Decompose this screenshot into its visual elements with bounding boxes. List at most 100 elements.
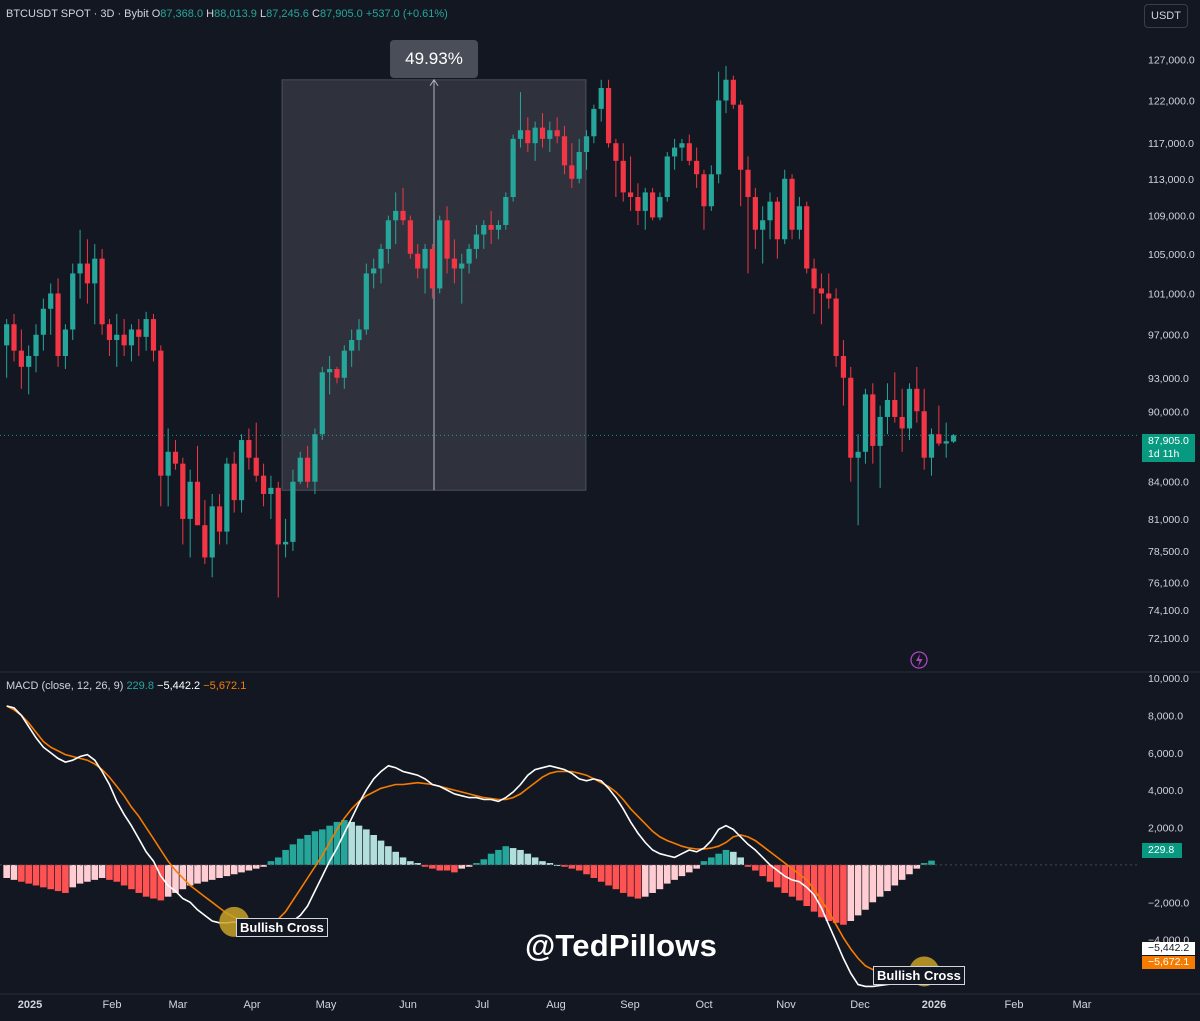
histogram-bar <box>634 864 642 899</box>
candle-body <box>811 268 817 289</box>
candle-body <box>4 324 10 346</box>
candle-body <box>583 136 590 153</box>
candle-body <box>686 143 692 161</box>
histogram-bar <box>524 853 532 865</box>
price-tick-label: 97,000.0 <box>1148 330 1189 342</box>
histogram-bar <box>91 864 99 880</box>
last-price-value: 87,905.0 <box>1148 435 1189 447</box>
signal-line <box>6 705 939 974</box>
histogram-bar <box>194 864 201 884</box>
histogram-bar <box>429 864 436 869</box>
macd-indicator-label: MACD (close, 12, 26, 9) <box>6 680 124 692</box>
symbol-header: BTCUSDT SPOT · 3D · Bybit O87,368.0 H88,… <box>6 8 448 20</box>
candle-body <box>393 210 399 221</box>
time-axis-label: Jul <box>475 999 489 1011</box>
candle-body <box>407 220 413 254</box>
histogram-bar <box>561 864 568 867</box>
candle-body <box>40 308 46 335</box>
candle-body <box>150 319 157 351</box>
price-tick-label: 74,100.0 <box>1148 605 1189 617</box>
macd-line <box>6 705 939 988</box>
candle-body <box>62 329 68 357</box>
histogram-bar <box>333 821 341 865</box>
histogram-bar <box>509 848 517 865</box>
low-value: 87,245.6 <box>266 8 309 20</box>
histogram-bar <box>311 831 319 865</box>
candle-body <box>679 143 685 148</box>
time-axis[interactable]: 2025 Feb Mar Apr May Jun Jul Aug Sep Oct Nov Dec 202… <box>18 999 1092 1011</box>
histogram-bar <box>3 864 10 878</box>
currency-button[interactable]: USDT <box>1144 4 1188 28</box>
histogram-bar <box>876 864 884 897</box>
candle-body <box>642 192 648 211</box>
macd-legend[interactable]: MACD (close, 12, 26, 9) 229.8 −5,442.2 −… <box>6 680 246 692</box>
histogram-bar <box>318 829 326 865</box>
histogram-bar <box>884 864 891 892</box>
candle-body <box>716 100 722 175</box>
symbol-title[interactable]: BTCUSDT SPOT · 3D · Bybit <box>6 8 149 20</box>
price-tick-label: 90,000.0 <box>1148 406 1189 418</box>
macd-tick-label: 8,000.0 <box>1148 710 1183 722</box>
candle-body <box>216 506 223 532</box>
candle-body <box>694 160 700 175</box>
histogram-bar <box>172 864 179 893</box>
candle-body <box>341 350 347 378</box>
candle-body <box>892 399 898 417</box>
candle-body <box>870 394 876 446</box>
price-tick-label: 127,000.0 <box>1148 54 1195 66</box>
price-tick-label: 105,000.0 <box>1148 249 1195 261</box>
time-axis-label: Nov <box>776 999 796 1011</box>
histogram-bar <box>252 864 260 869</box>
histogram-bar <box>113 864 121 882</box>
candle-body <box>804 206 810 269</box>
time-axis-label: Sep <box>620 999 640 1011</box>
measure-percent-badge: 49.93% <box>390 40 478 78</box>
macd-axis[interactable]: 10,000.0 8,000.0 6,000.0 4,000.0 2,000.0 −2,0… <box>1148 673 1189 947</box>
candle-body <box>796 206 802 230</box>
candle-body <box>547 130 553 139</box>
candle-body <box>635 197 641 211</box>
histogram-bar <box>370 835 377 865</box>
candle-body <box>268 487 274 494</box>
histogram-bar <box>737 857 744 865</box>
candle-body <box>745 169 751 198</box>
histogram-bar <box>766 864 774 882</box>
candle-body <box>349 340 355 351</box>
macd-tick-label: 6,000.0 <box>1148 748 1183 760</box>
candle-body <box>11 324 17 351</box>
histogram-bar <box>678 864 686 877</box>
price-axis[interactable]: 127,000.0 122,000.0 117,000.0 113,000.0 109,… <box>1148 54 1195 644</box>
histogram-bar <box>649 864 656 893</box>
histogram-bar <box>296 838 304 865</box>
candle-body <box>297 457 303 482</box>
change-value: +537.0 (+0.61%) <box>365 8 448 20</box>
histogram-bar <box>289 844 297 865</box>
decorations <box>910 651 928 669</box>
candle-body <box>371 268 377 274</box>
candle-body <box>539 127 546 139</box>
histogram-bar <box>605 864 612 886</box>
candle-body <box>649 192 656 218</box>
histogram-bar <box>421 864 429 867</box>
price-tick-label: 93,000.0 <box>1148 373 1189 385</box>
measure-arrow-head <box>429 78 439 87</box>
candle-body <box>114 334 120 341</box>
macd-line-value: −5,442.2 <box>157 680 201 692</box>
candle-body <box>444 220 450 259</box>
histogram-bar <box>744 864 752 867</box>
candle-body <box>121 334 127 346</box>
candle-body <box>561 136 568 166</box>
histogram-bar <box>781 864 789 893</box>
histogram-bar <box>32 864 40 886</box>
candle-body <box>701 174 707 207</box>
histogram-bar <box>54 864 62 892</box>
candle-body <box>136 329 142 337</box>
price-tick-label: 101,000.0 <box>1148 288 1195 300</box>
close-value: 87,905.0 <box>319 8 363 20</box>
candle-body <box>437 220 443 289</box>
candle-body <box>950 435 957 442</box>
histogram-bar <box>502 846 510 865</box>
candle-body <box>231 463 237 501</box>
histogram-bar <box>671 864 678 880</box>
